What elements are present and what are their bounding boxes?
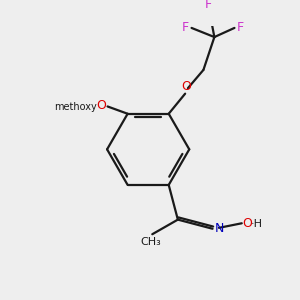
Text: O: O [181,80,191,93]
Text: ·H: ·H [251,219,263,229]
Text: O: O [96,99,106,112]
Text: F: F [204,0,211,11]
Text: N: N [214,222,224,235]
Text: methoxy: methoxy [54,102,97,112]
Text: CH₃: CH₃ [140,237,161,247]
Text: F: F [182,20,189,34]
Text: O: O [243,217,253,230]
Text: F: F [236,21,243,34]
